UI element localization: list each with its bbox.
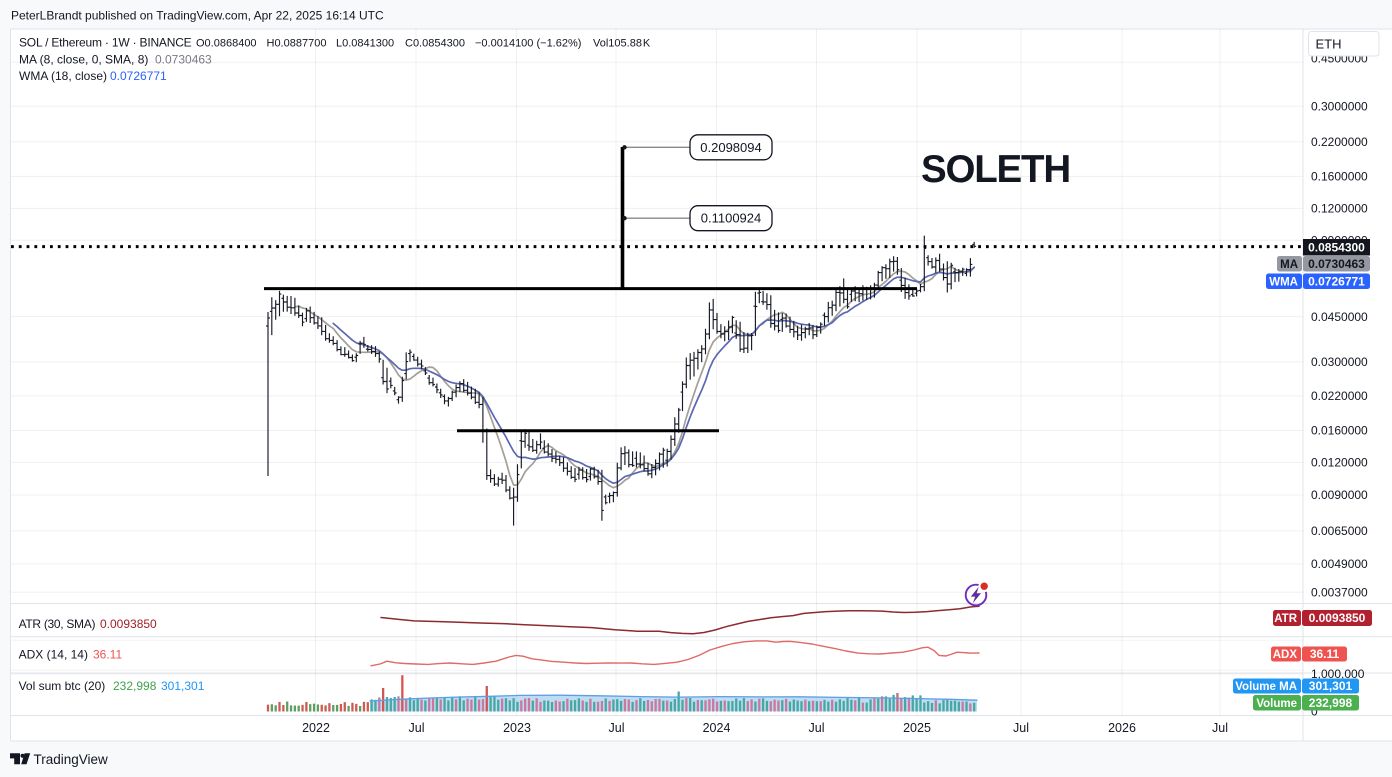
svg-text:0.0300000: 0.0300000 bbox=[1311, 355, 1368, 369]
svg-text:MA: MA bbox=[1280, 259, 1298, 271]
svg-text:SOLETH: SOLETH bbox=[921, 148, 1070, 191]
svg-text:2025: 2025 bbox=[903, 721, 931, 735]
svg-text:0.2200000: 0.2200000 bbox=[1311, 135, 1368, 149]
svg-text:Jul: Jul bbox=[1013, 721, 1029, 735]
svg-text:0.0730463: 0.0730463 bbox=[1308, 257, 1365, 271]
svg-text:Volume: Volume bbox=[1256, 698, 1297, 710]
svg-text:0.1600000: 0.1600000 bbox=[1311, 170, 1368, 184]
svg-text:ETH: ETH bbox=[1316, 36, 1342, 51]
svg-text:ADX: ADX bbox=[1273, 649, 1298, 661]
svg-text:Volume MA: Volume MA bbox=[1235, 681, 1297, 693]
svg-text:0.0090000: 0.0090000 bbox=[1311, 488, 1368, 502]
svg-text:0: 0 bbox=[1311, 705, 1318, 719]
svg-text:0.2098094: 0.2098094 bbox=[700, 140, 761, 155]
svg-text:ADX (14, 14)36.11: ADX (14, 14) 36.11 bbox=[19, 648, 123, 662]
svg-text:TradingView: TradingView bbox=[34, 752, 109, 767]
svg-text:2024: 2024 bbox=[703, 721, 731, 735]
svg-text:0.0065000: 0.0065000 bbox=[1311, 524, 1368, 538]
svg-text:2022: 2022 bbox=[302, 721, 330, 735]
svg-text:WMA (18, close)0.0726771: WMA (18, close) 0.0726771 bbox=[19, 69, 167, 83]
svg-text:Jul: Jul bbox=[409, 721, 425, 735]
svg-text:2026: 2026 bbox=[1108, 721, 1136, 735]
svg-text:0.0854300: 0.0854300 bbox=[1308, 241, 1365, 255]
svg-text:0.1100924: 0.1100924 bbox=[701, 211, 762, 226]
svg-text:PeterLBrandt published on Trad: PeterLBrandt published on TradingView.co… bbox=[11, 9, 384, 23]
svg-text:2023: 2023 bbox=[503, 721, 531, 735]
svg-text:232,998: 232,998 bbox=[1309, 696, 1353, 710]
svg-text:36.11: 36.11 bbox=[1310, 647, 1340, 661]
svg-text:1,000,000: 1,000,000 bbox=[1311, 667, 1365, 681]
svg-text:0.0037000: 0.0037000 bbox=[1311, 585, 1368, 599]
svg-text:Jul: Jul bbox=[609, 721, 625, 735]
svg-text:0.0093850: 0.0093850 bbox=[1309, 611, 1366, 625]
svg-text:Jul: Jul bbox=[1212, 721, 1228, 735]
svg-text:0.1200000: 0.1200000 bbox=[1311, 202, 1368, 216]
svg-text:0.3000000: 0.3000000 bbox=[1311, 99, 1368, 113]
svg-text:ATR: ATR bbox=[1274, 613, 1297, 625]
svg-text:0.0450000: 0.0450000 bbox=[1311, 310, 1368, 324]
svg-text:0.0049000: 0.0049000 bbox=[1311, 557, 1368, 571]
svg-text:ATR (30, SMA)0.0093850: ATR (30, SMA) 0.0093850 bbox=[19, 617, 157, 631]
svg-text:Jul: Jul bbox=[809, 721, 825, 735]
svg-text:WMA: WMA bbox=[1269, 276, 1298, 288]
svg-text:0.0160000: 0.0160000 bbox=[1311, 424, 1368, 438]
svg-text:MA (8, close, 0, SMA, 8)0.0730: MA (8, close, 0, SMA, 8) 0.0730463 bbox=[19, 52, 212, 66]
svg-text:0.0220000: 0.0220000 bbox=[1311, 389, 1368, 403]
svg-text:301,301: 301,301 bbox=[1309, 679, 1353, 693]
svg-text:0.0120000: 0.0120000 bbox=[1311, 456, 1368, 470]
svg-text:0.0726771: 0.0726771 bbox=[1308, 274, 1365, 288]
